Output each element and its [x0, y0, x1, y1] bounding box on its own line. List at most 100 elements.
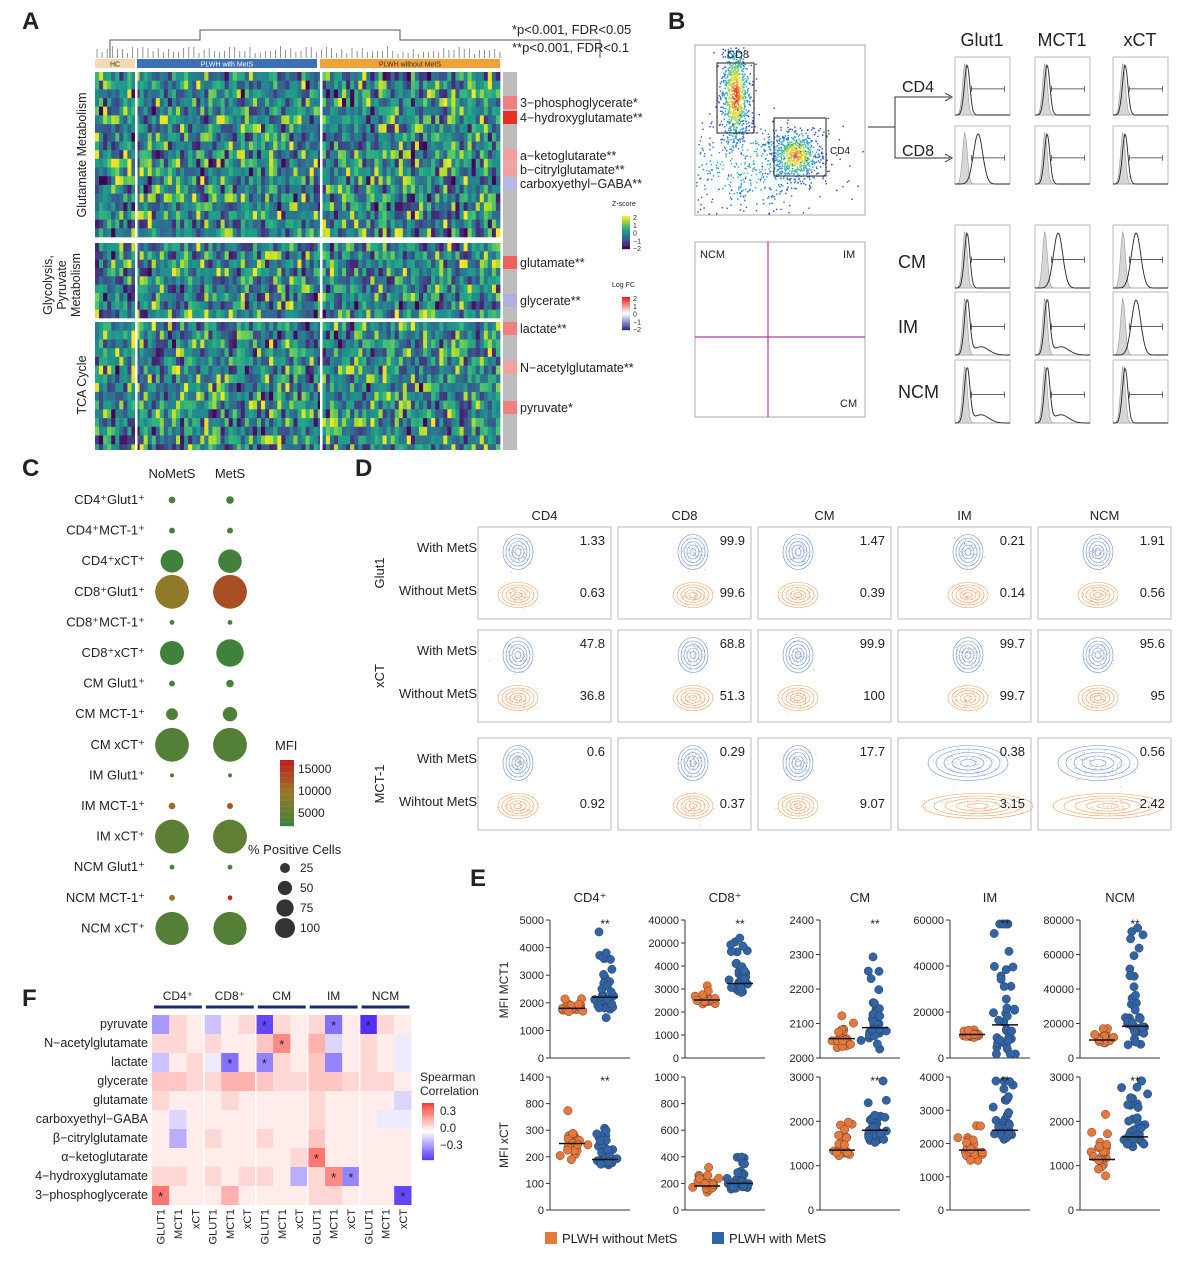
legend-tick: 0.0	[440, 1123, 456, 1135]
metabolite-label: glycerate**	[520, 294, 581, 308]
corr-cell	[377, 1034, 394, 1053]
legend-tick: 0.3	[440, 1106, 456, 1118]
corr-cell	[360, 1110, 377, 1129]
tick-label: 1000	[790, 1161, 814, 1173]
corr-cell	[169, 1015, 186, 1034]
data-point	[992, 1050, 1000, 1058]
percent-with: 0.29	[720, 744, 745, 759]
corr-cell	[273, 1053, 290, 1072]
size-tick: 25	[300, 861, 314, 875]
percent-without: 0.63	[580, 585, 605, 600]
data-point	[1103, 1140, 1111, 1148]
column-label: GLUT1	[311, 1209, 323, 1244]
corr-cell	[152, 1148, 169, 1167]
metabolite-label: 4−hydroxyglutamate**	[520, 111, 643, 125]
tick-label: 3000	[655, 984, 679, 996]
data-point	[595, 1004, 603, 1012]
marker-header: xCT	[1124, 30, 1157, 50]
corr-cell	[377, 1167, 394, 1186]
column-title: NCM	[1105, 890, 1135, 905]
legend-label-with: PLWH with MetS	[729, 1231, 827, 1246]
data-point	[834, 1028, 842, 1036]
column-header: CM	[814, 508, 834, 523]
corr-cell	[273, 1015, 290, 1034]
data-point	[715, 1174, 723, 1182]
tick-label: 4000	[920, 1072, 944, 1084]
row-group-label: Pyruvate	[55, 260, 69, 309]
data-point	[966, 1156, 974, 1164]
corr-cell	[377, 1015, 394, 1034]
row-label: N−acetylglutamate	[44, 1036, 148, 1050]
data-point	[1139, 931, 1147, 939]
data-point	[1103, 1130, 1111, 1138]
tick-label: 0	[938, 1205, 944, 1217]
column-header-1: MetS	[215, 466, 246, 481]
corr-cell	[377, 1053, 394, 1072]
data-point	[846, 1040, 854, 1048]
data-point	[1126, 972, 1134, 980]
dot-nomets	[155, 575, 189, 609]
corr-cell	[152, 1053, 169, 1072]
data-point	[602, 949, 610, 957]
tick-label: 3000	[520, 970, 544, 982]
column-header-0: NoMetS	[149, 466, 196, 481]
row-label-without: Without MetS	[399, 583, 477, 598]
percent-with: 99.7	[1000, 636, 1025, 651]
corr-cell	[325, 1072, 342, 1091]
corr-cell	[187, 1091, 204, 1110]
significance-star: *	[400, 1189, 405, 1204]
corr-cell	[273, 1167, 290, 1186]
data-point	[704, 1163, 712, 1171]
significance-stars: **	[735, 917, 745, 931]
tick-label: 40000	[648, 915, 679, 927]
tick-label: 40000	[1043, 984, 1074, 996]
corr-cell	[308, 1110, 325, 1129]
data-point	[569, 1129, 577, 1137]
corr-cell	[394, 1129, 411, 1148]
data-point	[1003, 1004, 1011, 1012]
data-point	[995, 1016, 1003, 1024]
tick-label: 600	[661, 1125, 679, 1137]
column-label: xCT	[346, 1209, 358, 1229]
data-point	[840, 1141, 848, 1149]
data-point	[596, 1136, 604, 1144]
zscore-tick: 0	[633, 231, 637, 238]
mfi-tick: 5000	[298, 806, 325, 820]
dot-nomets	[160, 641, 184, 665]
tick-label: 3000	[920, 1105, 944, 1117]
data-point	[871, 1111, 879, 1119]
corr-cell	[256, 1148, 273, 1167]
metabolite-label: glutamate**	[520, 256, 585, 270]
data-point	[1004, 1130, 1012, 1138]
row-group-label: Metabolism	[69, 253, 83, 317]
tick-label: 2000	[520, 998, 544, 1010]
data-point	[1130, 983, 1138, 991]
logfc-title: Log FC	[612, 282, 635, 289]
data-point	[1094, 1165, 1102, 1173]
group-label-2: PLWH without MetS	[379, 62, 441, 69]
row-group-label: Glutamate Metabolism	[75, 92, 89, 217]
data-point	[876, 1012, 884, 1020]
column-separator	[135, 243, 138, 318]
corr-cell	[221, 1129, 238, 1148]
corr-cell	[204, 1072, 221, 1091]
group-label-0: HC	[110, 62, 120, 69]
significance-stars: **	[1000, 917, 1010, 931]
tick-label: 0	[938, 1053, 944, 1065]
data-point	[839, 1036, 847, 1044]
dot-nomets	[169, 895, 175, 901]
corr-cell	[273, 1091, 290, 1110]
percent-without: 100	[863, 688, 885, 703]
data-point	[737, 984, 745, 992]
column-label: xCT	[398, 1209, 410, 1229]
annotation-cell	[503, 401, 517, 414]
corr-cell	[187, 1034, 204, 1053]
significance-star: *	[331, 1018, 336, 1033]
corr-cell	[204, 1053, 221, 1072]
significance-star: *	[262, 1056, 267, 1071]
row-label: 4−hydroxyglutamate	[35, 1169, 148, 1183]
corr-cell	[239, 1129, 256, 1148]
percent-with: 0.21	[1000, 533, 1025, 548]
